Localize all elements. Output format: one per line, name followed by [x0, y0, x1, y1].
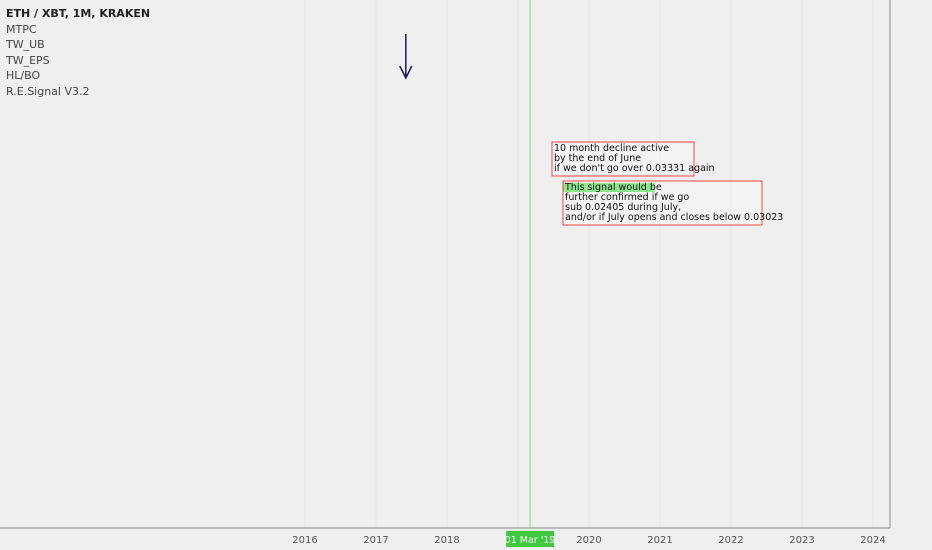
time-tick-label: 2022 — [718, 535, 743, 546]
indicator-tw-ub[interactable]: TW_UB — [6, 38, 45, 51]
chart-legend: ETH / XBT, 1M, KRAKEN MTPC TW_UB TW_EPS … — [6, 6, 150, 99]
symbol-title[interactable]: ETH / XBT, 1M, KRAKEN — [6, 7, 151, 20]
time-tick-label: 2023 — [789, 535, 814, 546]
annotation-signal-note-line: This signal would be — [564, 182, 662, 193]
annotation-signal-note-line: and/or if July opens and closes below 0.… — [565, 212, 783, 223]
time-tick-label: 2020 — [576, 535, 601, 546]
indicator-mtpc[interactable]: MTPC — [6, 22, 37, 36]
crosshair-time-badge: 01 Mar '19 — [505, 531, 556, 547]
indicator-hl-bo[interactable]: HL/BO — [6, 69, 41, 82]
time-tick-label: 2024 — [860, 535, 885, 546]
annotation-signal-note-line: further confirmed if we go — [565, 192, 689, 203]
crosshair-time-label: 01 Mar '19 — [505, 535, 556, 546]
annotation-decline-note-line: by the end of June — [554, 153, 641, 164]
annotation-signal-note-line: sub 0.02405 during July, — [565, 202, 681, 213]
time-tick-label: 2018 — [434, 535, 459, 546]
time-tick-label: 2021 — [647, 535, 672, 546]
indicator-tw-eps[interactable]: TW_EPS — [6, 53, 50, 67]
annotation-decline-note-line: 10 month decline active — [554, 143, 669, 154]
indicator-re-signal[interactable]: R.E.Signal V3.2 — [6, 84, 90, 98]
time-tick-label: 2016 — [292, 535, 317, 546]
time-tick-label: 2017 — [363, 535, 388, 546]
annotation-decline-note-line: if we don't go over 0.03331 again — [554, 163, 715, 174]
